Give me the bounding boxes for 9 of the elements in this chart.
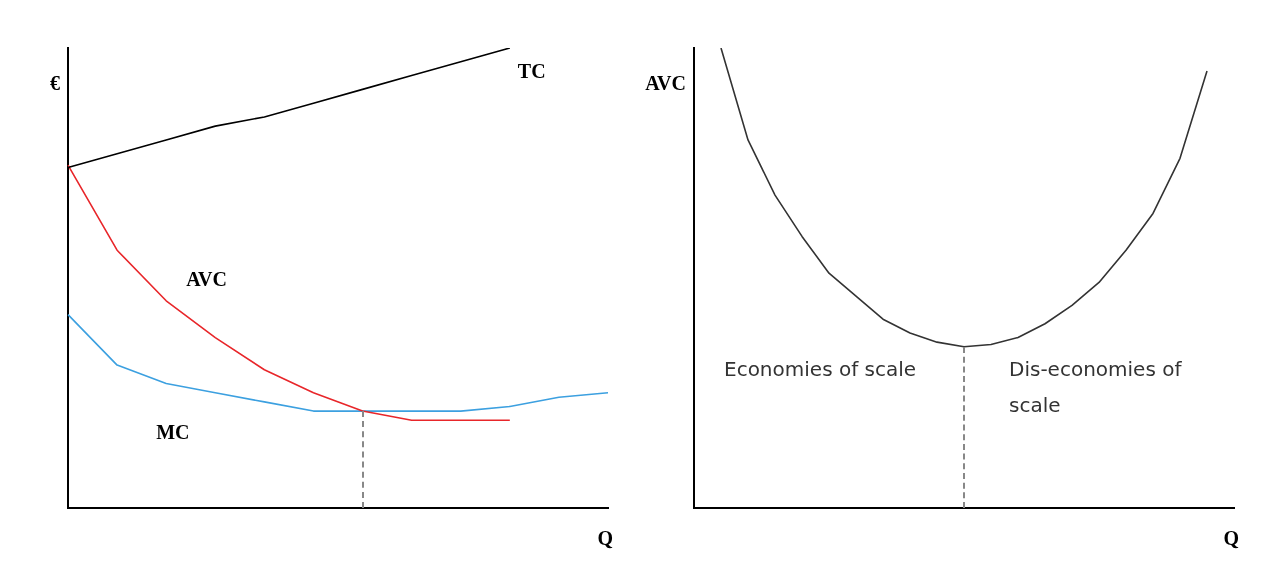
x-axis-title: Q — [1223, 526, 1239, 549]
x-axis-title: Q — [597, 526, 613, 549]
series-label: AVC — [186, 267, 227, 290]
series-label: MC — [156, 420, 190, 443]
series-label: TC — [517, 60, 546, 83]
y-axis-title: € — [50, 72, 60, 95]
y-axis-title: AVC — [645, 72, 686, 95]
annotation: Dis-economies of scale — [1009, 356, 1183, 417]
annotation: Economies of scale — [724, 356, 917, 381]
